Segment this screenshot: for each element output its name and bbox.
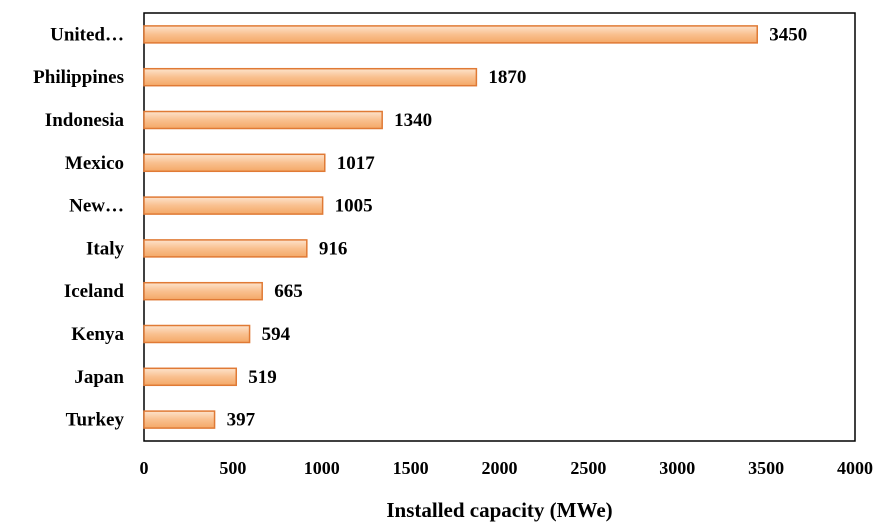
category-label: Kenya: [71, 324, 124, 345]
x-tick-label: 4000: [837, 458, 873, 478]
bar: [143, 410, 216, 429]
bar: [143, 281, 263, 301]
category-label: United…: [50, 24, 124, 45]
category-label: Italy: [86, 238, 125, 259]
x-tick-label: 1500: [393, 458, 429, 478]
value-label: 519: [248, 367, 277, 388]
category-labels: United… Philippines Indonesia Mexico New… Ita…: [33, 24, 124, 430]
x-tick-label: 1000: [304, 458, 340, 478]
bars-group: [143, 25, 758, 429]
x-tick-label: 3500: [748, 458, 784, 478]
bar: [143, 239, 308, 258]
value-labels: 3450 1870 1340 1017 1005 916 665 594 519 397: [227, 24, 808, 430]
value-label: 1017: [337, 153, 376, 174]
bar: [143, 67, 478, 87]
category-label: Philippines: [33, 67, 124, 88]
bar: [143, 196, 324, 215]
category-label: Turkey: [66, 410, 125, 431]
value-label: 3450: [769, 24, 807, 45]
x-tick-label: 0: [140, 458, 149, 478]
bar: [143, 153, 326, 173]
x-tick-label: 2500: [570, 458, 606, 478]
value-label: 1870: [488, 67, 526, 88]
category-label: Iceland: [64, 281, 125, 302]
category-label: Japan: [74, 367, 124, 388]
value-label: 916: [319, 238, 348, 259]
value-label: 397: [227, 410, 256, 431]
x-tick-label: 2000: [482, 458, 518, 478]
bar: [143, 110, 383, 130]
bar: [143, 324, 251, 344]
value-label: 1340: [394, 110, 432, 131]
value-label: 665: [274, 281, 303, 302]
x-axis-title: Installed capacity (MWe): [386, 498, 612, 522]
x-tick-label: 3000: [659, 458, 695, 478]
bar: [143, 367, 238, 387]
x-tick-label: 500: [219, 458, 246, 478]
x-axis-ticks: 0 500 1000 1500 2000 2500 3000 3500 4000: [140, 458, 874, 478]
bar: [143, 25, 758, 44]
category-label: Indonesia: [45, 110, 125, 131]
value-label: 1005: [335, 196, 373, 217]
category-label: New…: [69, 196, 124, 217]
category-label: Mexico: [65, 153, 124, 174]
value-label: 594: [262, 324, 291, 345]
